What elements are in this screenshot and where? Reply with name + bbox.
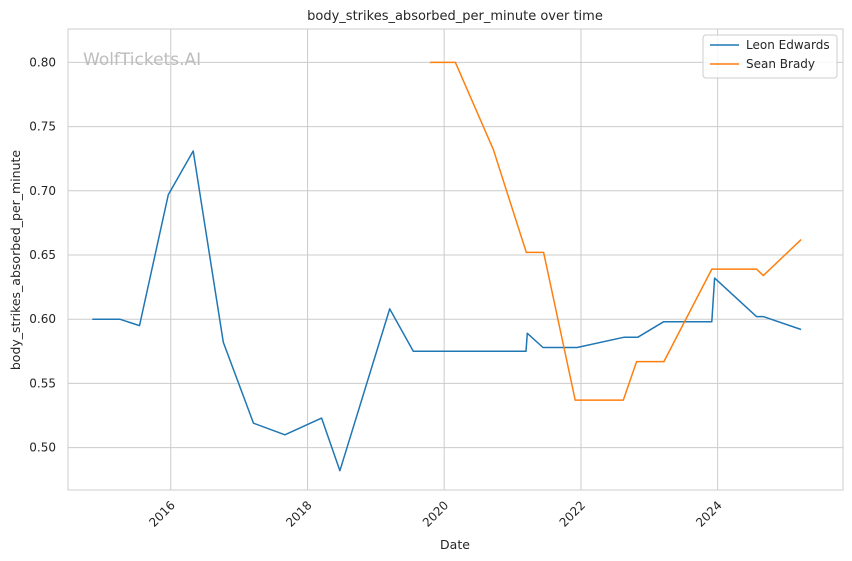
y-tick-label: 0.75 <box>29 120 56 134</box>
watermark: WolfTickets.AI <box>83 50 201 70</box>
chart-title: body_strikes_absorbed_per_minute over ti… <box>307 9 603 24</box>
legend-label-1: Sean Brady <box>746 57 815 71</box>
series-layer <box>92 61 802 472</box>
y-tick-label: 0.55 <box>29 376 56 390</box>
legend-label-0: Leon Edwards <box>746 38 830 52</box>
plot-frame <box>67 28 844 491</box>
series-line-0 <box>92 150 802 472</box>
y-tick-label: 0.70 <box>29 184 56 198</box>
y-tick-label: 0.60 <box>29 312 56 326</box>
x-axis-label: Date <box>440 537 470 552</box>
legend: Leon Edwards Sean Brady <box>702 34 838 79</box>
grid <box>68 29 843 490</box>
y-tick-labels: 0.50 0.55 0.60 0.65 0.70 0.75 0.80 <box>29 55 56 454</box>
y-tick-label: 0.50 <box>29 441 56 455</box>
y-tick-label: 0.65 <box>29 248 56 262</box>
series-line-1 <box>430 61 802 401</box>
y-tick-label: 0.80 <box>29 55 56 69</box>
y-axis-label: body_strikes_absorbed_per_minute <box>8 150 23 371</box>
